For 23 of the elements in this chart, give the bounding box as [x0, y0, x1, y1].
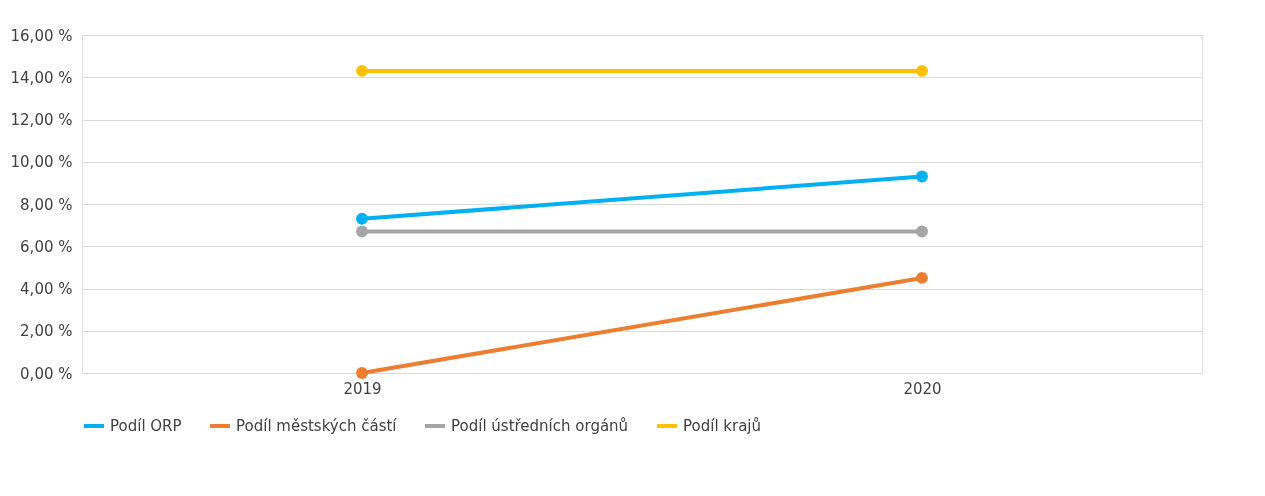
y-tick-label: 4,00 %: [20, 280, 73, 298]
point: [916, 225, 928, 238]
y-tick-label: 12,00 %: [10, 111, 73, 129]
legend-label: Podíl městských částí: [236, 417, 398, 435]
point: [356, 367, 368, 379]
y-tick-label: 0,00 %: [20, 364, 73, 383]
y-tick-label: 8,00 %: [20, 195, 73, 214]
y-tick-label: 10,00 %: [10, 153, 73, 172]
point: [916, 65, 928, 77]
legend-label: Podíl ORP: [110, 417, 182, 435]
legend-label: Podíl ústředních orgánů: [451, 417, 629, 435]
x-tick-label: 2020: [903, 379, 942, 398]
legend-label: Podíl krajů: [683, 417, 762, 435]
y-tick-label: 2,00 %: [20, 322, 73, 341]
y-tick-label: 6,00 %: [20, 237, 73, 256]
point: [916, 170, 928, 183]
y-tick-label: 14,00 %: [10, 68, 73, 87]
point: [916, 272, 928, 284]
point: [356, 225, 368, 238]
x-tick-label: 2019: [343, 379, 382, 398]
y-tick-label: 16,00 %: [10, 26, 73, 45]
point: [356, 212, 368, 225]
point: [356, 65, 368, 77]
